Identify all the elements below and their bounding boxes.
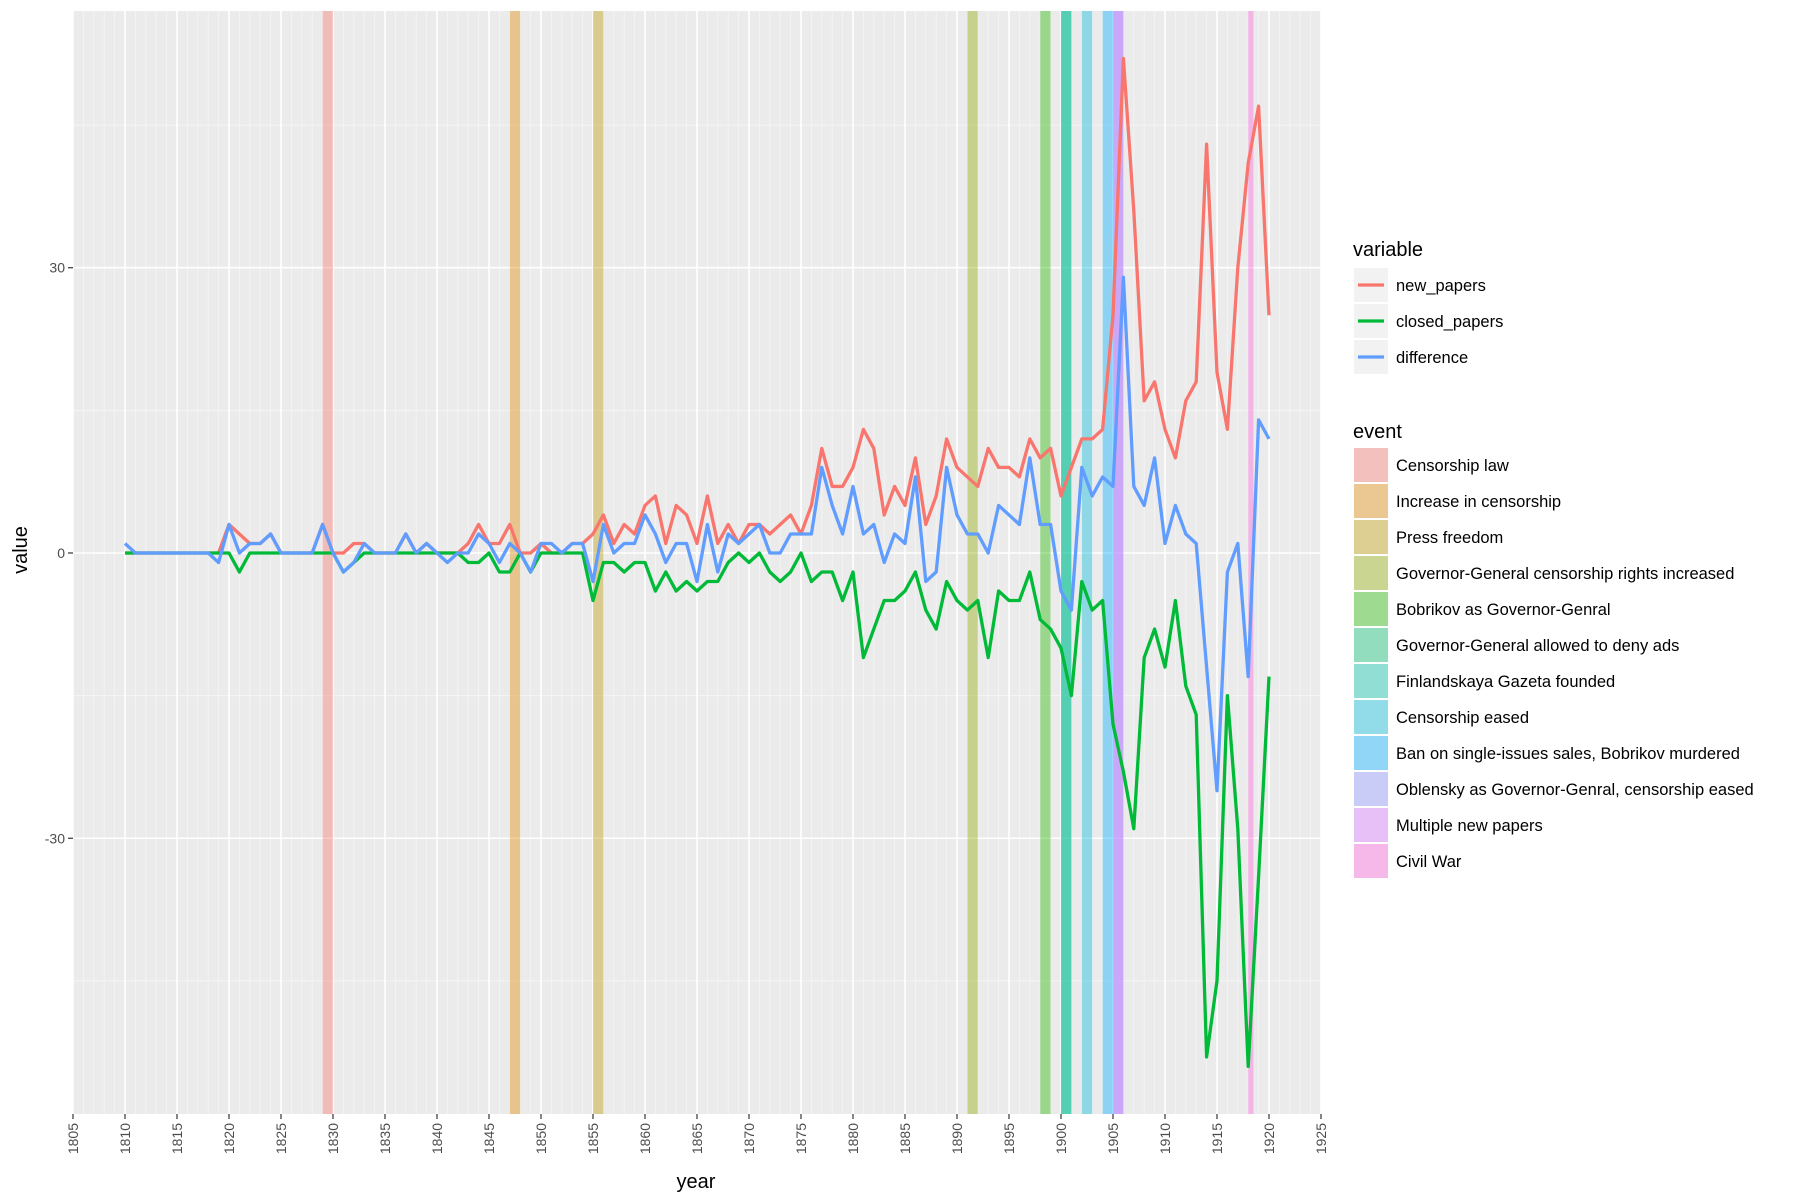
x-tick-label: 1840 xyxy=(429,1123,445,1154)
legend-label: Censorship eased xyxy=(1396,709,1529,727)
legend-key-swatch xyxy=(1354,736,1388,770)
x-tick-label: 1915 xyxy=(1209,1123,1225,1154)
event-band xyxy=(322,11,333,1114)
event-band xyxy=(1081,11,1093,1114)
x-axis-title: year xyxy=(677,1171,716,1193)
x-tick-label: 1890 xyxy=(949,1123,965,1154)
x-tick-label: 1910 xyxy=(1157,1123,1173,1154)
legend-label: Governor-General censorship rights incre… xyxy=(1396,565,1734,583)
legend-label: Press freedom xyxy=(1396,529,1503,547)
legend-key-swatch xyxy=(1354,808,1388,842)
x-tick-label: 1865 xyxy=(689,1123,705,1154)
x-tick-label: 1905 xyxy=(1105,1123,1121,1154)
x-tick-label: 1855 xyxy=(585,1123,601,1154)
event-band xyxy=(1061,11,1072,1114)
legend-key-swatch xyxy=(1354,664,1388,698)
x-tick-label: 1815 xyxy=(169,1123,185,1154)
legend-key-swatch xyxy=(1354,448,1388,482)
legend-key-swatch xyxy=(1354,520,1388,554)
legend-key-background xyxy=(1354,592,1388,626)
legend-label: Increase in censorship xyxy=(1396,493,1561,511)
x-tick-label: 1920 xyxy=(1261,1123,1277,1154)
legend-label: Multiple new papers xyxy=(1396,817,1543,835)
event-band xyxy=(593,11,604,1114)
y-tick-label: 0 xyxy=(57,545,65,561)
legend-label: Civil War xyxy=(1396,853,1462,871)
event-band xyxy=(1040,11,1051,1114)
legend-event: event Censorship law Increase in censorsh… xyxy=(1353,421,1754,878)
legend-key-background xyxy=(1354,628,1388,662)
x-tick-label: 1885 xyxy=(897,1123,913,1154)
series-line xyxy=(125,551,1271,1069)
event-band xyxy=(967,11,978,1114)
legend-key-background xyxy=(1354,808,1388,842)
x-tick-label: 1820 xyxy=(221,1123,237,1154)
x-tick-label: 1875 xyxy=(793,1123,809,1154)
series-lines xyxy=(123,56,1271,1069)
y-axis-title: value xyxy=(10,526,32,574)
legend-key-swatch xyxy=(1354,592,1388,626)
x-tick-label: 1845 xyxy=(481,1123,497,1154)
x-tick-label: 1825 xyxy=(273,1123,289,1154)
x-tick-label: 1880 xyxy=(845,1123,861,1154)
x-tick-label: 1895 xyxy=(1001,1123,1017,1154)
legend-label: closed_papers xyxy=(1396,313,1503,331)
event-band xyxy=(1113,11,1124,1114)
legend-label: Finlandskaya Gazeta founded xyxy=(1396,673,1615,691)
series-line xyxy=(123,275,1271,793)
legend-label: Oblensky as Governor-Genral, censorship … xyxy=(1396,781,1754,799)
event-band xyxy=(1113,11,1124,1114)
legend-key-background xyxy=(1354,700,1388,734)
legend-key-background xyxy=(1354,484,1388,518)
event-band xyxy=(1102,11,1113,1114)
y-tick-label: -30 xyxy=(45,830,65,846)
event-band xyxy=(1061,11,1072,1114)
x-tick-label: 1870 xyxy=(741,1123,757,1154)
legend-key-background xyxy=(1354,772,1388,806)
legend-variable: variable new_papers closed_papers differen… xyxy=(1353,239,1503,374)
x-tick-label: 1810 xyxy=(117,1123,133,1154)
legend-key-swatch xyxy=(1354,556,1388,590)
legend-label: Censorship law xyxy=(1396,457,1509,475)
legend-key-background xyxy=(1354,448,1388,482)
event-band xyxy=(1248,11,1254,1114)
x-axis: 1805 1810 1815 1820 1825 1830 1835 1840 1845 1850… xyxy=(65,1114,1329,1154)
legend-key-swatch xyxy=(1354,700,1388,734)
legend-variable-title: variable xyxy=(1353,239,1423,261)
legend-event-title: event xyxy=(1353,421,1402,443)
y-tick-label: 30 xyxy=(49,260,65,276)
y-axis: 30 0 -30 xyxy=(45,260,73,846)
x-tick-label: 1850 xyxy=(533,1123,549,1154)
legend-label: Ban on single-issues sales, Bobrikov mur… xyxy=(1396,745,1740,763)
legend-key-swatch xyxy=(1354,772,1388,806)
x-tick-label: 1925 xyxy=(1313,1123,1329,1154)
x-tick-label: 1900 xyxy=(1053,1123,1069,1154)
legend-key-background xyxy=(1354,736,1388,770)
legend-label: difference xyxy=(1396,349,1468,367)
x-tick-label: 1860 xyxy=(637,1123,653,1154)
legend-key-swatch xyxy=(1354,628,1388,662)
legend-label: Bobrikov as Governor-Genral xyxy=(1396,601,1611,619)
legend-key-background xyxy=(1354,664,1388,698)
legend-key-swatch xyxy=(1354,844,1388,878)
legend-label: new_papers xyxy=(1396,277,1486,295)
legend-key-background xyxy=(1354,844,1388,878)
x-tick-label: 1805 xyxy=(65,1123,81,1154)
x-tick-label: 1830 xyxy=(325,1123,341,1154)
x-tick-label: 1835 xyxy=(377,1123,393,1154)
legend-key-swatch xyxy=(1354,484,1388,518)
legend-label: Governor-General allowed to deny ads xyxy=(1396,637,1679,655)
legend-key-background xyxy=(1354,520,1388,554)
legend-key-background xyxy=(1354,556,1388,590)
plot-panel xyxy=(72,11,1322,1114)
